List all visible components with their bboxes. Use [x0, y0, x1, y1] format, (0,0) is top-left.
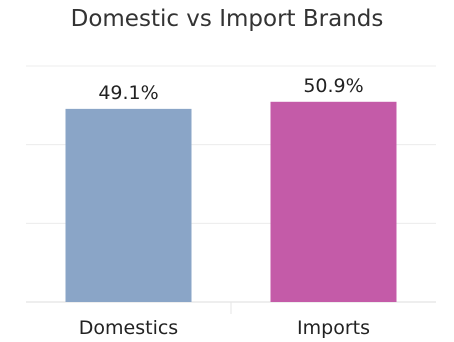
- data-label: 49.1%: [98, 82, 158, 104]
- x-tick-label: Imports: [297, 317, 370, 339]
- bar-imports[interactable]: [270, 101, 397, 302]
- data-labels: 49.1% 50.9%: [98, 75, 363, 104]
- data-label: 50.9%: [303, 75, 363, 97]
- x-tick-labels: Domestics Imports: [79, 317, 370, 339]
- chart-title: Domestic vs Import Brands: [70, 6, 384, 32]
- bar-domestics[interactable]: [65, 108, 192, 302]
- x-tick-label: Domestics: [79, 317, 178, 339]
- bars: [65, 101, 397, 302]
